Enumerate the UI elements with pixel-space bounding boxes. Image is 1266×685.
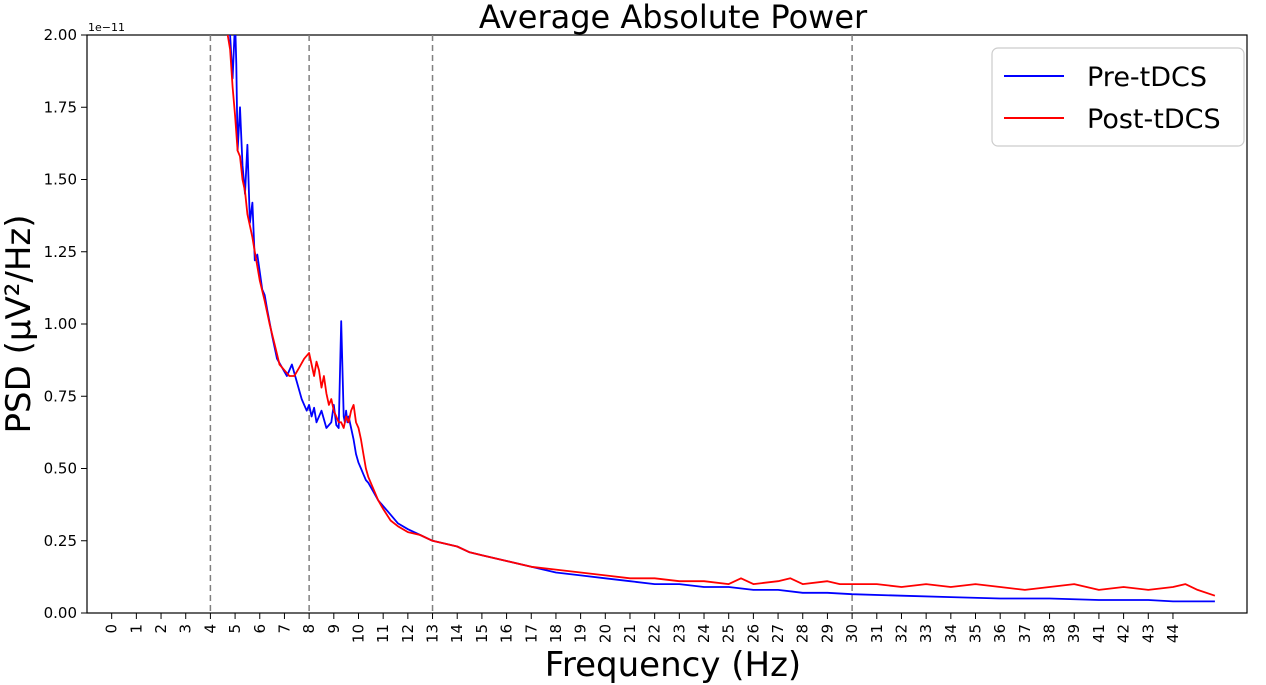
x-tick-label: 11 [374, 624, 392, 643]
y-axis-offset-label: 1e−11 [88, 21, 125, 34]
x-tick-label: 17 [522, 624, 540, 643]
x-tick-label: 24 [695, 624, 713, 643]
x-tick-label: 41 [1090, 624, 1108, 643]
x-tick-label: 20 [596, 624, 614, 643]
series-line-post-tdcs [226, 35, 1216, 597]
x-tick-label: 38 [1041, 624, 1059, 643]
x-tick-label: 13 [424, 624, 442, 643]
x-axis-label: Frequency (Hz) [545, 645, 801, 685]
legend-label: Post-tDCS [1087, 104, 1221, 135]
x-tick-label: 37 [1016, 624, 1034, 643]
y-tick-label: 1.75 [44, 98, 77, 116]
x-tick-label: 31 [868, 624, 886, 643]
y-axis-label: PSD (µV²/Hz) [0, 215, 39, 434]
y-tick-label: 0.50 [44, 460, 77, 478]
plot-area [86, 34, 1248, 614]
x-tick-label: 19 [572, 624, 590, 643]
x-tick-label: 7 [275, 624, 293, 634]
x-tick-label: 6 [251, 624, 269, 634]
y-tick-label: 0.25 [44, 532, 77, 550]
x-tick-label: 28 [794, 624, 812, 643]
x-tick-label: 25 [720, 624, 738, 643]
x-tick-label: 36 [991, 624, 1009, 643]
x-tick-label: 14 [448, 624, 466, 643]
x-tick-label: 39 [1065, 624, 1083, 643]
x-tick-label: 34 [942, 624, 960, 643]
band-boundary-lines [209, 35, 853, 613]
x-tick-label: 12 [399, 624, 417, 643]
x-tick-label: 18 [547, 624, 565, 643]
x-tick-label: 15 [473, 624, 491, 643]
x-tick-label: 1 [127, 624, 145, 634]
x-tick-label: 32 [892, 624, 910, 643]
x-tick-label: 42 [1115, 624, 1133, 643]
x-tick-label: 2 [152, 624, 170, 634]
x-tick-label: 27 [769, 624, 787, 643]
x-tick-label: 4 [201, 624, 219, 634]
x-tick-label: 43 [1139, 624, 1157, 643]
y-axis-ticks: 0.00 0.25 0.50 0.75 1.00 1.25 1.50 1.75 2.00 [44, 26, 87, 622]
legend-items: Pre-tDCS Post-tDCS [1004, 62, 1221, 135]
x-tick-label: 30 [843, 624, 861, 643]
y-tick-label: 0.00 [44, 604, 77, 622]
x-tick-label: 26 [744, 624, 762, 643]
legend: Pre-tDCS Post-tDCS [991, 47, 1245, 147]
x-tick-label: 33 [917, 624, 935, 643]
x-tick-label: 8 [300, 624, 318, 634]
x-tick-label: 23 [670, 624, 688, 643]
x-axis-ticks: 0 1 2 3 4 5 6 7 8 9 10 11 12 13 14 15 16 17 18 19 20 21 22 23 24… [103, 613, 1182, 643]
x-tick-label: 3 [177, 624, 195, 634]
y-tick-label: 1.25 [44, 243, 77, 261]
x-tick-label: 16 [498, 624, 516, 643]
chart-title: Average Absolute Power [479, 0, 868, 36]
y-tick-label: 1.00 [44, 315, 77, 333]
x-tick-label: 0 [103, 624, 121, 634]
x-tick-label: 5 [226, 624, 244, 634]
x-tick-label: 22 [646, 624, 664, 643]
y-tick-label: 2.00 [44, 26, 77, 44]
x-tick-label: 21 [621, 624, 639, 643]
y-tick-label: 0.75 [44, 387, 77, 405]
legend-box [991, 47, 1245, 147]
y-tick-label: 1.50 [44, 171, 77, 189]
x-tick-label: 35 [967, 624, 985, 643]
x-tick-label: 44 [1164, 624, 1182, 643]
x-tick-label: 29 [818, 624, 836, 643]
x-tick-label: 9 [325, 624, 343, 634]
legend-label: Pre-tDCS [1087, 62, 1207, 93]
x-tick-label: 10 [349, 624, 367, 643]
series-lines [226, 35, 1216, 603]
